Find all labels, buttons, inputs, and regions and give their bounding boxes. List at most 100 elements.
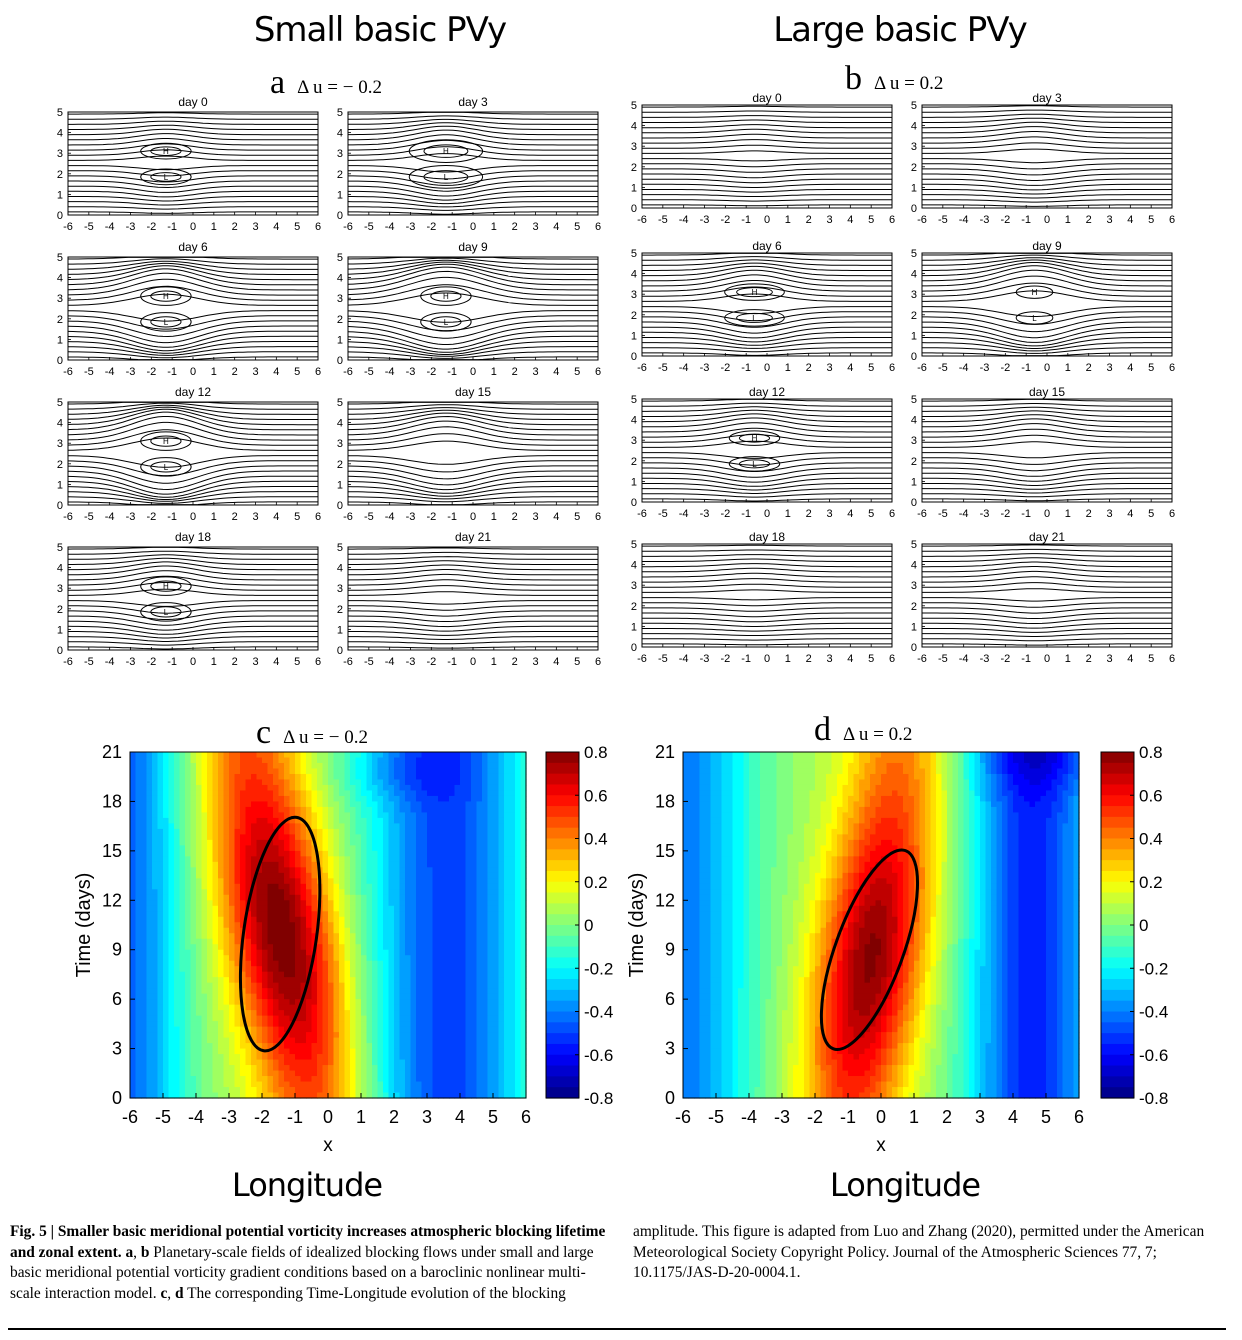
- streamline: [67, 260, 318, 270]
- y-tick-label: 5: [911, 248, 917, 260]
- y-tick-label: 0: [57, 500, 63, 512]
- high-cell: [140, 286, 192, 306]
- streamline: [68, 404, 318, 415]
- colorbar-tick-label: 0.6: [1139, 786, 1163, 805]
- x-tick-label: -3: [406, 221, 416, 233]
- x-tick-label: 2: [806, 653, 812, 665]
- x-tick-label: 2: [232, 366, 238, 378]
- streamline: [67, 272, 318, 291]
- x-tick-label: 1: [1065, 653, 1071, 665]
- x-tick-label: 2: [512, 221, 518, 233]
- streamline: [348, 185, 598, 197]
- streamline: [642, 189, 892, 193]
- streamline: [68, 165, 318, 171]
- x-tick-label: -6: [63, 511, 73, 523]
- streamline: [67, 128, 318, 136]
- x-tick-label: 5: [574, 656, 580, 668]
- x-tick-label: 5: [868, 362, 874, 374]
- streamline: [68, 620, 318, 631]
- x-tick-label: 4: [1127, 214, 1133, 226]
- streamline: [922, 544, 1172, 547]
- streamline: [642, 199, 892, 202]
- streamline: [348, 404, 598, 410]
- y-tick-label: 3: [631, 580, 637, 592]
- streamline: [347, 320, 598, 339]
- colorbar-tick-label: 0.4: [1139, 830, 1163, 849]
- x-tick-label: 5: [574, 511, 580, 523]
- y-tick-label: 2: [337, 314, 343, 326]
- streamline: [68, 554, 318, 560]
- x-tick-label: 2: [1086, 214, 1092, 226]
- y-tick-label: 21: [102, 742, 122, 762]
- high-cell-inner: [738, 433, 771, 443]
- x-tick-label: 6: [889, 214, 895, 226]
- y-tick-label: 1: [911, 621, 917, 633]
- x-tick-label: -4: [188, 1107, 204, 1127]
- x-tick-label: -6: [63, 221, 73, 233]
- panel-frame: [921, 543, 1173, 648]
- streamline: [922, 622, 1172, 629]
- x-tick-label: 0: [190, 366, 196, 378]
- colorbar-tick-label: -0.4: [1139, 1003, 1168, 1022]
- x-tick-label: 6: [595, 366, 601, 378]
- streamline: [642, 168, 892, 173]
- streamline: [642, 280, 892, 292]
- streamline: [642, 406, 892, 412]
- streamline: [642, 633, 892, 636]
- x-tick-label: -1: [287, 1107, 303, 1127]
- streamline: [67, 421, 318, 441]
- x-tick-label: -4: [741, 1107, 757, 1127]
- x-tick-label: 5: [488, 1107, 498, 1127]
- high-label: H: [163, 292, 169, 301]
- streamline: [922, 561, 1172, 568]
- x-tick-label: -5: [364, 366, 374, 378]
- x-tick-label: 5: [868, 653, 874, 665]
- streamline: [347, 426, 598, 441]
- streamline: [348, 501, 598, 506]
- x-tick-label: 1: [211, 511, 217, 523]
- streamline: [348, 641, 598, 645]
- y-tick-label: 21: [655, 742, 675, 762]
- high-label: H: [443, 147, 449, 156]
- streamline: [922, 570, 1172, 578]
- streamline: [347, 129, 598, 141]
- x-tick-label: -4: [385, 221, 395, 233]
- x-tick-label: 5: [1041, 1107, 1051, 1127]
- streamline: [67, 605, 318, 614]
- heatmap-cells: [683, 752, 1080, 1099]
- streamline: [922, 168, 1172, 176]
- low-label: L: [444, 318, 449, 327]
- streamline: [642, 643, 892, 646]
- streamline: [67, 546, 318, 550]
- streamline: [348, 175, 598, 186]
- y-tick-label: 5: [337, 397, 343, 409]
- y-tick-label: 0: [337, 355, 343, 367]
- colorbar-tick-label: -0.6: [1139, 1046, 1168, 1065]
- streamline: [348, 115, 598, 120]
- colorbar-tick-label: -0.8: [584, 1089, 613, 1108]
- y-tick-label: 5: [631, 100, 637, 112]
- x-tick-label: 2: [806, 214, 812, 226]
- streamline: [347, 341, 598, 355]
- colorbar-tick-label: -0.4: [584, 1003, 613, 1022]
- streamline: [922, 136, 1172, 144]
- colorbar-tick-label: 0: [584, 916, 593, 935]
- high-cell-inner: [150, 580, 182, 592]
- x-tick-label: -5: [658, 508, 668, 520]
- x-tick-label: -3: [126, 221, 136, 233]
- streamline: [922, 105, 1172, 108]
- streamline: [922, 148, 1172, 154]
- y-tick-label: 6: [112, 989, 122, 1009]
- streamline: [68, 185, 318, 193]
- high-cell-inner: [736, 287, 773, 298]
- x-tick-label: -4: [959, 214, 969, 226]
- x-axis-label: x: [876, 1135, 886, 1156]
- panel-frame: [921, 104, 1173, 209]
- low-cell: [140, 168, 192, 186]
- streamline: [642, 567, 892, 573]
- x-tick-label: 6: [1169, 653, 1175, 665]
- streamline: [68, 600, 318, 607]
- streamline: [347, 356, 598, 361]
- x-tick-label: -5: [84, 656, 94, 668]
- streamline: [922, 553, 1172, 557]
